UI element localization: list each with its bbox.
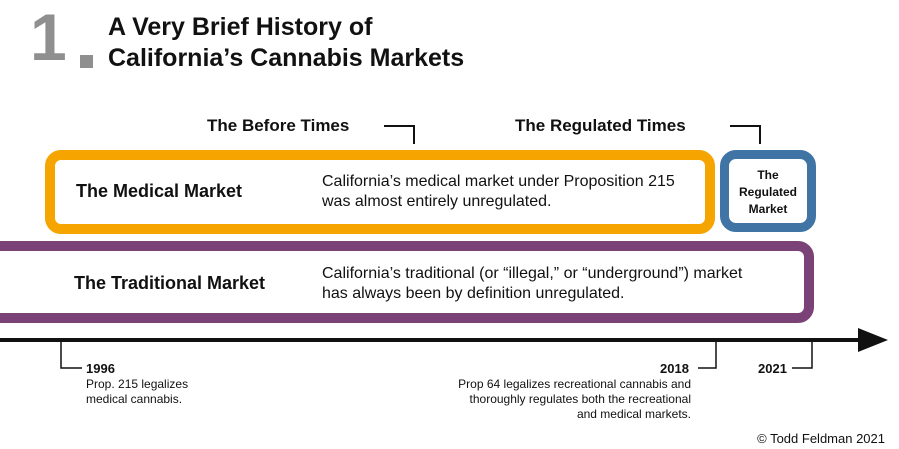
era-connector-before — [384, 125, 415, 144]
regulated-market-label-line-1: The — [757, 168, 779, 182]
section-number: 1 — [30, 0, 67, 74]
event-note-1996: Prop. 215 legalizes medical cannabis. — [86, 377, 189, 406]
section-number-dot — [80, 55, 93, 68]
event-year-2021: 2021 — [758, 361, 787, 376]
tick-2021 — [792, 342, 813, 369]
regulated-market-label-line-2: Regulated — [738, 185, 797, 199]
tick-1996 — [60, 342, 82, 369]
event-year-1996: 1996 — [86, 361, 115, 376]
medical-market-box — [45, 150, 715, 234]
event-note-2018: Prop 64 legalizes recreational cannabis … — [458, 377, 691, 421]
title-line-2: California’s Cannabis Markets — [108, 44, 465, 72]
tick-2018 — [698, 342, 717, 369]
event-year-2018: 2018 — [660, 361, 689, 376]
regulated-market-label-line-3: Market — [748, 202, 788, 216]
medical-market-label: The Medical Market — [76, 181, 243, 201]
medical-market-description: California’s medical market under Propos… — [322, 173, 675, 210]
traditional-market-description: California’s traditional (or “illegal,” … — [322, 265, 743, 302]
timeline-arrow-icon — [858, 328, 888, 352]
timeline-axis — [0, 338, 862, 342]
title-line-1: A Very Brief History of — [108, 13, 373, 41]
era-label-before: The Before Times — [207, 116, 350, 135]
copyright: © Todd Feldman 2021 — [757, 431, 885, 446]
traditional-market-box — [0, 241, 814, 323]
regulated-market-label: The Regulated Market — [729, 167, 807, 218]
traditional-market-label: The Traditional Market — [74, 273, 266, 293]
era-label-regulated: The Regulated Times — [515, 116, 686, 135]
timeline-ticks — [60, 342, 813, 369]
era-connector-regulated — [730, 125, 761, 144]
regulated-market-box — [720, 150, 816, 232]
